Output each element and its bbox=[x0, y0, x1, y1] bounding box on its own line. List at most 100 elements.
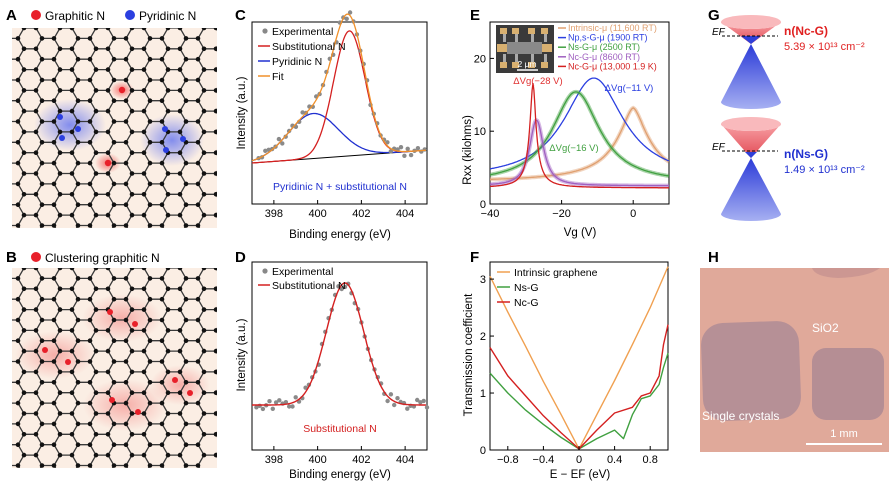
graphitic-n-atom bbox=[65, 359, 71, 365]
carbon-atom bbox=[213, 432, 217, 437]
graphitic-n-atom bbox=[42, 347, 48, 353]
data-point-experimental bbox=[287, 404, 292, 409]
carbon-atom bbox=[0, 47, 2, 52]
carbon-atom bbox=[69, 28, 75, 31]
carbon-atom bbox=[123, 181, 129, 187]
carbon-atom bbox=[33, 129, 39, 135]
carbon-atom bbox=[51, 421, 57, 427]
carbon-atom bbox=[159, 36, 165, 41]
carbon-atom bbox=[0, 287, 2, 292]
pyridinic-n-atom bbox=[162, 126, 168, 132]
carbon-atom bbox=[4, 401, 9, 406]
carbon-atom bbox=[87, 400, 93, 406]
carbon-atom bbox=[57, 411, 63, 416]
carbon-atom bbox=[93, 108, 99, 114]
carbon-atom bbox=[105, 432, 111, 437]
carbon-atom bbox=[147, 400, 153, 406]
carbon-atom bbox=[142, 245, 147, 250]
substitutional-n-curve bbox=[252, 282, 426, 406]
carbon-atom bbox=[21, 171, 27, 176]
carbon-atom bbox=[0, 150, 2, 155]
carbon-atom bbox=[33, 192, 39, 197]
carbon-atom bbox=[57, 369, 63, 375]
data-point-experimental bbox=[276, 136, 282, 142]
carbon-atom bbox=[105, 171, 111, 176]
carbon-atom bbox=[147, 77, 153, 83]
carbon-atom bbox=[141, 129, 147, 135]
carbon-atom bbox=[0, 5, 2, 10]
carbon-atom bbox=[57, 452, 63, 458]
carbon-atom bbox=[15, 338, 21, 344]
carbon-atom bbox=[111, 98, 117, 103]
carbon-atom bbox=[69, 411, 75, 416]
carbon-atom bbox=[15, 56, 21, 62]
carbon-atom bbox=[141, 192, 147, 197]
carbon-atom bbox=[195, 98, 201, 103]
carbon-atom bbox=[106, 245, 111, 250]
carbon-atom bbox=[147, 359, 153, 364]
carbon-atom bbox=[214, 245, 219, 250]
carbon-atom bbox=[147, 223, 153, 228]
scale-bar-label: 1 mm bbox=[830, 428, 858, 440]
carbon-atom bbox=[177, 46, 183, 52]
carbon-atom bbox=[129, 129, 135, 135]
graphitic-n-atom bbox=[107, 309, 113, 315]
carbon-atom bbox=[177, 432, 183, 437]
carbon-atom bbox=[123, 119, 129, 124]
carbon-atom bbox=[111, 276, 117, 281]
carbon-atom bbox=[178, 234, 183, 239]
ylabel-f: Transmission coefficient bbox=[463, 293, 475, 417]
carbon-atom bbox=[93, 88, 99, 93]
carbon-atom bbox=[87, 77, 93, 83]
carbon-atom bbox=[34, 245, 39, 250]
carbon-atom bbox=[21, 67, 27, 72]
carbon-atom bbox=[129, 307, 135, 312]
carbon-atom bbox=[196, 255, 201, 260]
carbon-atom bbox=[183, 359, 189, 364]
data-point-experimental bbox=[388, 392, 394, 397]
carbon-atom bbox=[4, 380, 9, 385]
carbon-atom bbox=[15, 442, 21, 448]
carbon-atom bbox=[4, 182, 9, 187]
carbon-atom bbox=[201, 108, 207, 114]
carbon-atom bbox=[183, 317, 189, 323]
carbon-atom bbox=[15, 160, 21, 166]
carbon-atom bbox=[111, 338, 117, 344]
carbon-atom bbox=[238, 150, 243, 155]
carbon-atom bbox=[51, 442, 57, 448]
carbon-atom bbox=[75, 380, 81, 385]
contact-pad bbox=[500, 28, 507, 34]
carbon-atom bbox=[220, 119, 225, 124]
carbon-atom bbox=[129, 328, 135, 333]
xlabel-c: Binding energy (eV) bbox=[289, 229, 391, 241]
annotation-dvg-16: ΔVg(−16 V) bbox=[549, 143, 598, 154]
carbon-atom bbox=[183, 296, 189, 302]
carbon-atom bbox=[129, 108, 135, 114]
carbon-atom bbox=[129, 286, 135, 292]
carbon-atom bbox=[165, 46, 171, 52]
annotation-c: Pyridinic N + substitutional N bbox=[273, 181, 407, 193]
carbon-atom bbox=[57, 46, 63, 52]
carbon-atom bbox=[148, 235, 153, 240]
carbon-atom bbox=[232, 401, 237, 406]
x-tick-label-f: −0.8 bbox=[497, 454, 519, 466]
carbon-atom bbox=[195, 140, 201, 145]
carbon-atom bbox=[51, 202, 57, 207]
carbon-atom bbox=[220, 297, 225, 302]
carbon-atom bbox=[87, 338, 93, 344]
carbon-atom bbox=[141, 411, 147, 416]
carbon-atom bbox=[165, 268, 171, 271]
x-tick-label-d: 404 bbox=[396, 454, 414, 466]
panel-letter-e: E bbox=[470, 7, 480, 24]
carbon-atom bbox=[39, 36, 45, 41]
carbon-atom bbox=[57, 212, 63, 218]
carbon-atom bbox=[69, 268, 75, 271]
carbon-atom bbox=[87, 317, 93, 323]
carbon-atom bbox=[183, 98, 189, 103]
carbon-atom bbox=[15, 223, 21, 228]
carbon-atom bbox=[111, 119, 117, 124]
carbon-atom bbox=[123, 77, 129, 83]
legend-e-item-4: Nc-G-μ (13,000 1.9 K) bbox=[568, 61, 657, 71]
series-f-2 bbox=[489, 324, 669, 450]
carbon-atom bbox=[75, 98, 81, 103]
